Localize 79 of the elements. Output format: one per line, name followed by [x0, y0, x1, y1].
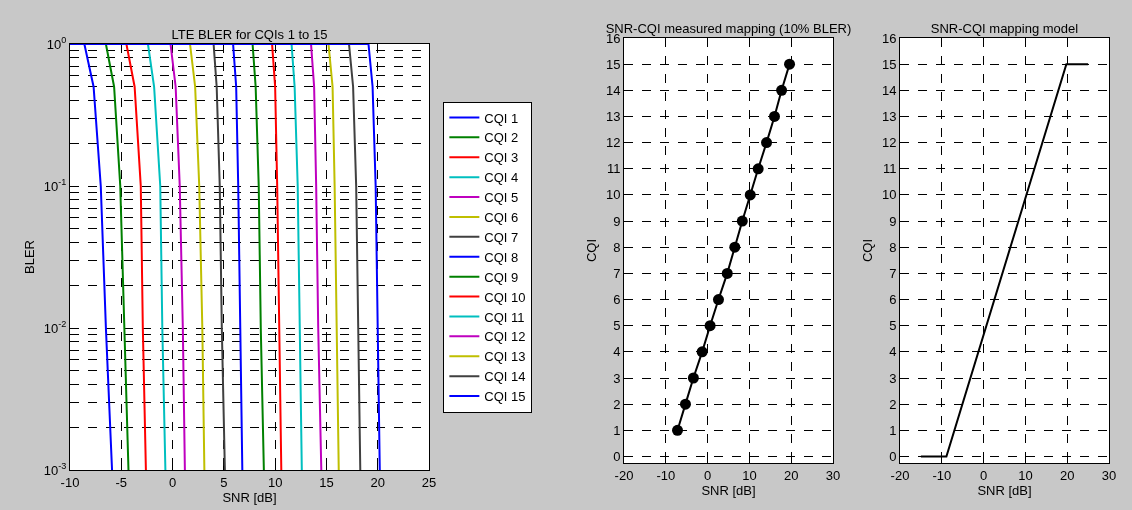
y-tick-label: 12	[881, 135, 897, 151]
y-tick-label: 15	[881, 56, 897, 72]
y-tick-label: 8	[613, 239, 621, 255]
x-axis-title: SNR [dB]	[701, 483, 756, 499]
y-tick-label: 16	[881, 30, 897, 46]
y-tick-label: 13	[605, 109, 621, 125]
x-tick-label: 30	[825, 467, 841, 483]
x-tick-label: -20	[890, 467, 910, 483]
x-tick-label: 20	[370, 474, 385, 490]
y-tick-label: 9	[889, 213, 897, 229]
legend-label: CQI 12	[484, 329, 526, 345]
y-tick-label: 6	[889, 292, 897, 308]
y-tick-label: 10$^{-1}$	[43, 177, 67, 194]
legend-label: CQI 2	[484, 130, 519, 146]
x-tick-label: -20	[614, 467, 634, 483]
y-tick-label: 5	[889, 318, 897, 334]
y-tick-label: 11	[882, 161, 897, 177]
x-tick-label: 5	[220, 474, 228, 490]
y-tick-label: 7	[889, 265, 897, 281]
y-tick-label: 13	[881, 109, 897, 125]
x-axis-title: SNR [dB]	[977, 483, 1032, 499]
y-tick-label: 5	[613, 318, 621, 334]
y-tick-label: 8	[889, 239, 897, 255]
y-tick-label: 0	[613, 449, 621, 465]
x-axis-title: SNR [dB]	[222, 490, 277, 506]
y-tick-label: 14	[605, 82, 621, 98]
chart-title: SNR-CQI measured mapping (10% BLER)	[605, 21, 852, 36]
legend-label: CQI 3	[484, 150, 519, 166]
y-tick-label: 1	[889, 422, 897, 438]
y-tick-label: 4	[613, 344, 621, 360]
y-tick-label: 10	[881, 187, 897, 203]
y-tick-label: 2	[889, 396, 897, 412]
y-tick-label: 10	[605, 187, 621, 203]
x-tick-label: 10	[267, 474, 283, 490]
legend-label: CQI 6	[484, 210, 519, 226]
y-tick-label: 0	[889, 449, 897, 465]
y-axis-title: CQI	[859, 238, 875, 263]
y-tick-label: 2	[613, 396, 621, 412]
y-tick-label: 12	[605, 135, 621, 151]
legend-label: CQI 8	[484, 249, 519, 265]
y-tick-label: 10$^{0}$	[46, 35, 67, 52]
y-tick-label: 10$^{-2}$	[43, 319, 67, 336]
x-tick-label: -10	[932, 467, 952, 483]
x-tick-label: 30	[1101, 467, 1117, 483]
y-axis-title: CQI	[583, 238, 599, 263]
x-tick-label: 0	[168, 474, 177, 490]
y-tick-label: 1	[613, 422, 621, 438]
x-tick-label: 20	[1059, 467, 1075, 483]
x-tick-label: 25	[421, 474, 437, 490]
x-tick-label: 20	[783, 467, 799, 483]
x-tick-label: 15	[319, 474, 334, 490]
y-tick-label: 15	[605, 56, 621, 72]
y-tick-label: 3	[889, 370, 897, 386]
chart-title: SNR-CQI mapping model	[930, 21, 1079, 36]
x-tick-label: -5	[115, 474, 128, 490]
legend-label: CQI 9	[484, 269, 519, 285]
legend-label: CQI 1	[484, 110, 519, 126]
y-tick-label: 11	[606, 161, 621, 177]
x-tick-label: 0	[979, 467, 988, 483]
y-axis-title: BLER	[21, 240, 37, 274]
y-tick-label: 6	[613, 292, 621, 308]
y-tick-label: 4	[889, 344, 897, 360]
chart-title: LTE BLER for CQIs 1 to 15	[171, 27, 328, 42]
legend-label: CQI 10	[484, 289, 526, 305]
legend-label: CQI 5	[484, 190, 519, 206]
legend-label: CQI 7	[484, 229, 519, 245]
x-tick-label: 10	[742, 467, 757, 483]
y-tick-label: 9	[613, 213, 621, 229]
legend-label: CQI 11	[484, 309, 525, 325]
x-tick-label: 0	[703, 467, 712, 483]
x-tick-label: 10	[1018, 467, 1033, 483]
y-tick-label: 3	[613, 370, 621, 386]
y-tick-label: 14	[881, 82, 897, 98]
legend-label: CQI 4	[484, 170, 519, 186]
x-tick-label: -10	[656, 467, 676, 483]
legend-label: CQI 14	[484, 369, 526, 385]
legend-label: CQI 13	[484, 349, 526, 365]
legend-label: CQI 15	[484, 389, 526, 405]
y-tick-label: 7	[613, 265, 621, 281]
